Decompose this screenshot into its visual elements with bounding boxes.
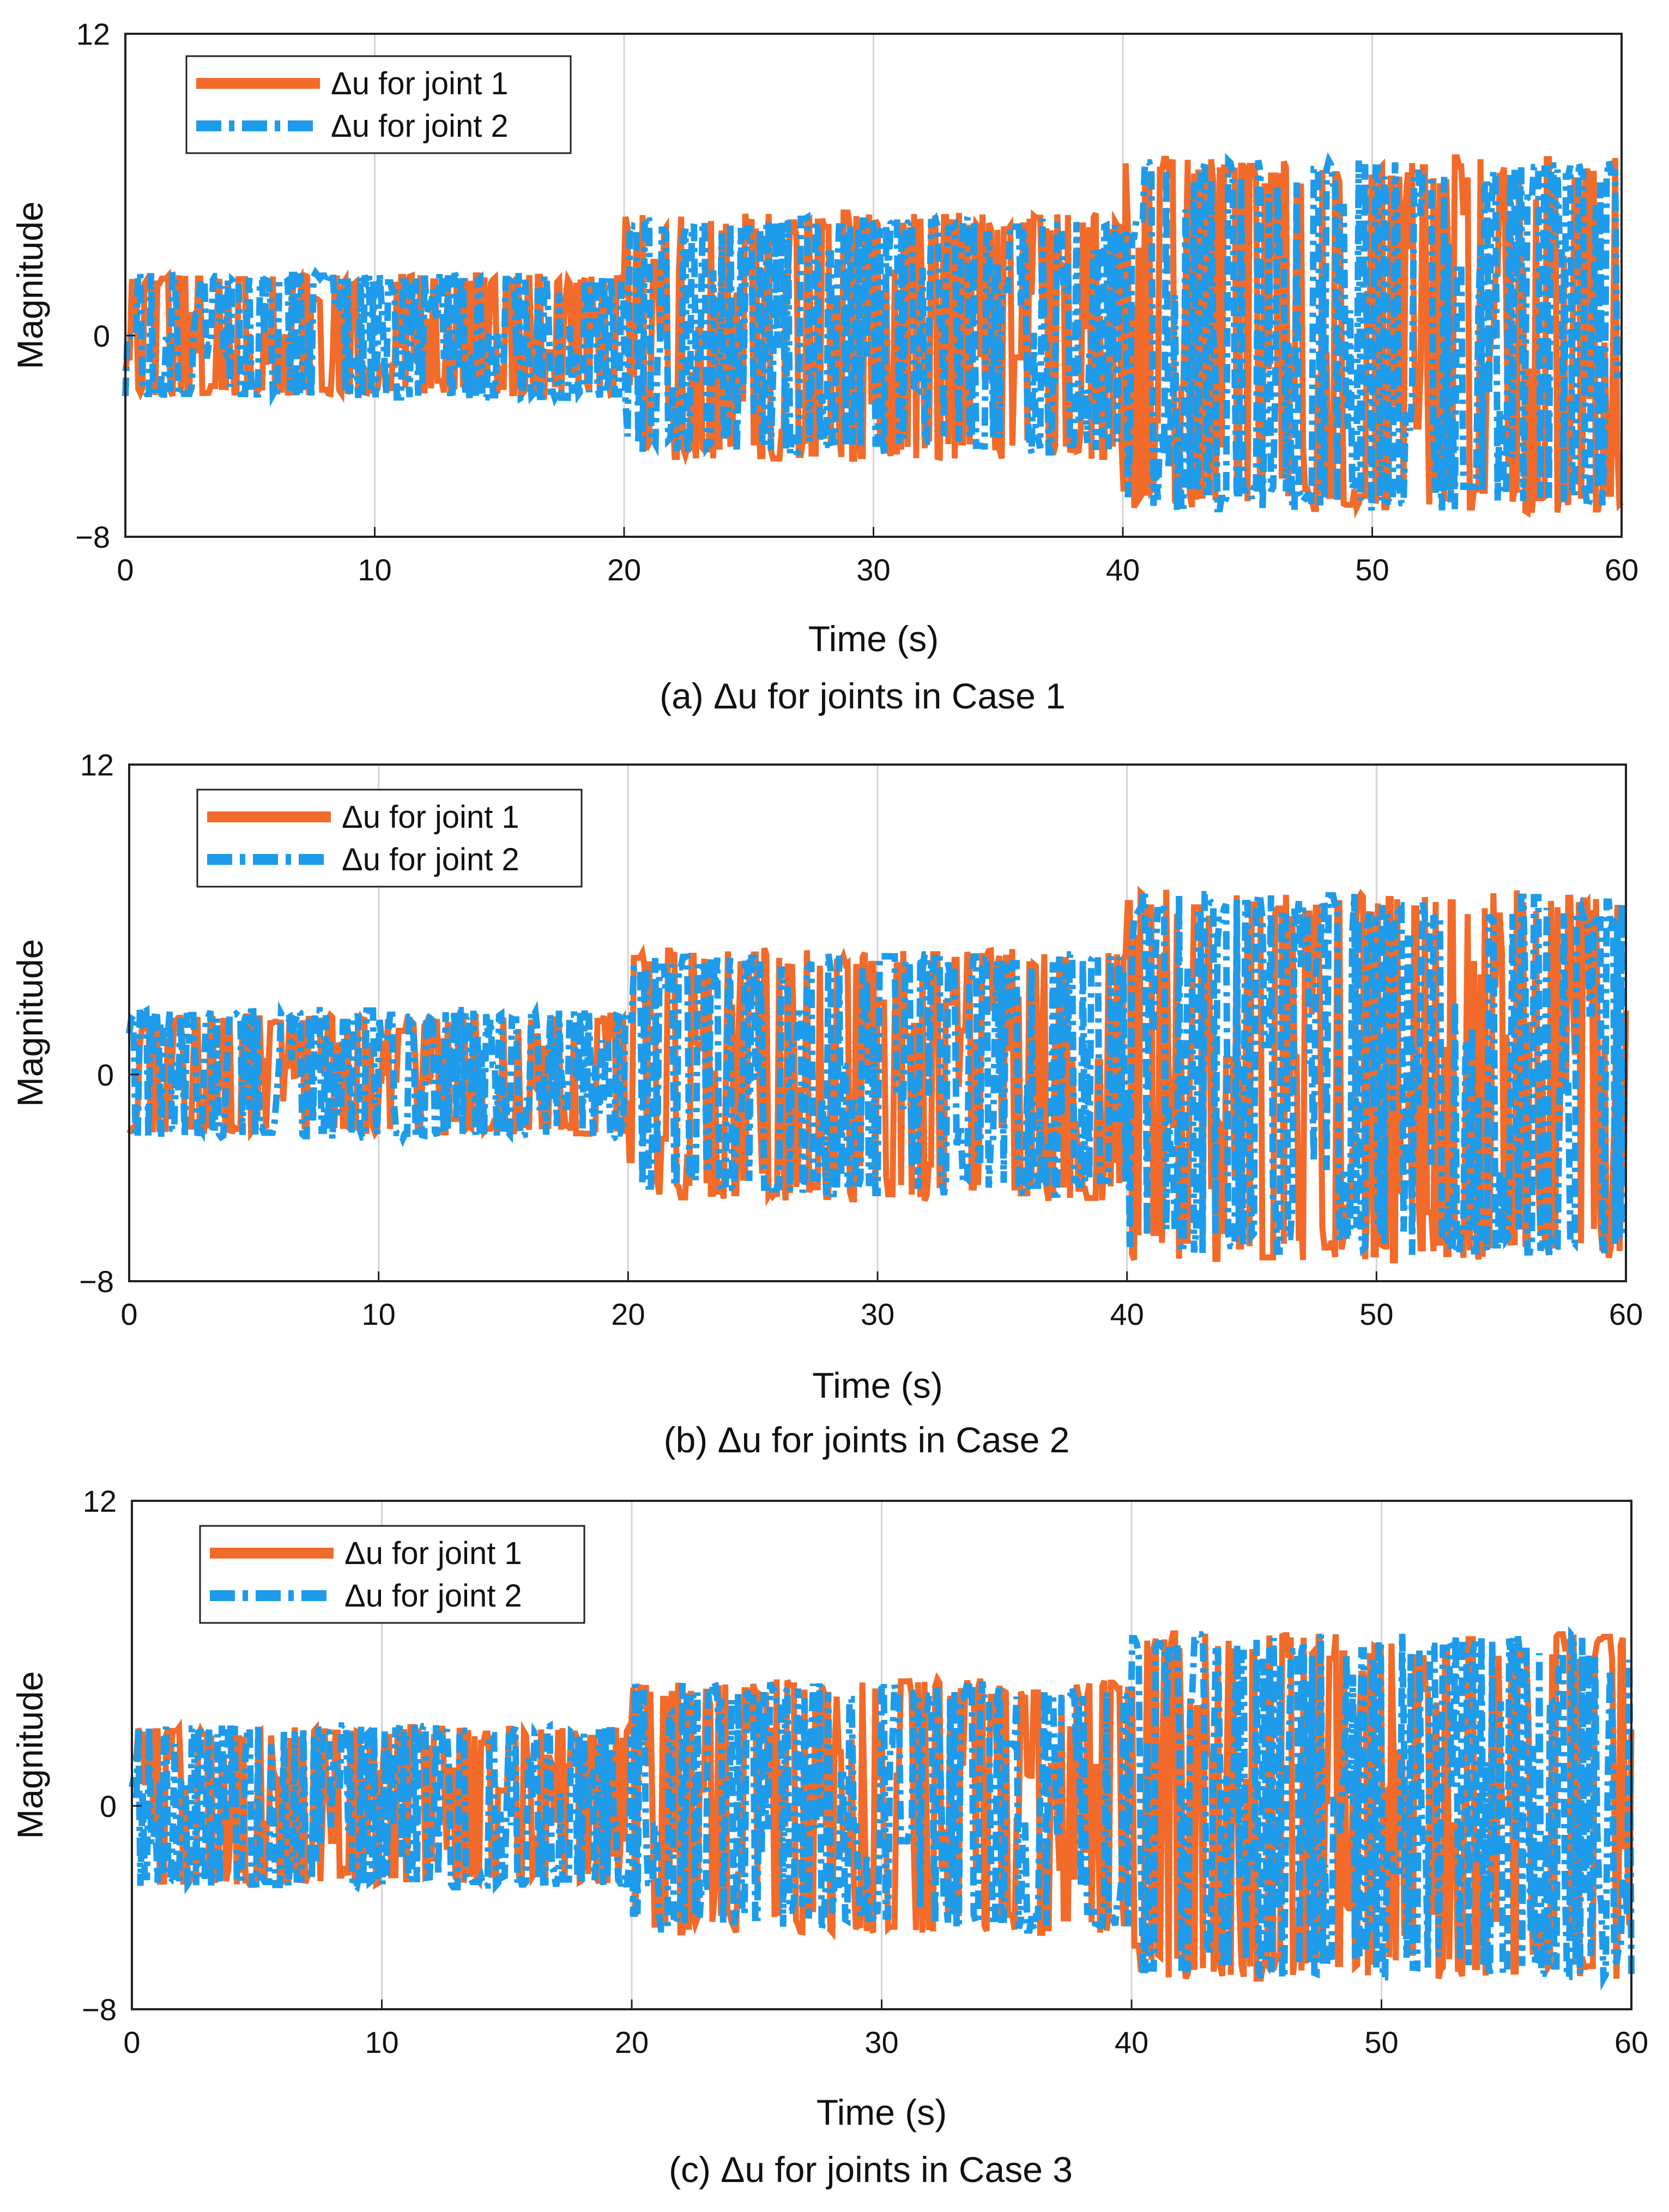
y-tick-label: 0 [97,1058,114,1092]
y-tick-label: −8 [82,1992,117,2027]
x-axis-label: Time (s) [808,619,939,659]
x-tick-label: 40 [1106,553,1140,587]
legend: Δu for joint 1 Δu for joint 2 [196,789,583,888]
y-ticks: 12 0 −8 [82,1484,142,2027]
legend-label-joint-2: Δu for joint 2 [331,108,509,144]
x-tick-label: 40 [1115,2025,1148,2059]
x-tick-label: 30 [856,553,890,587]
x-tick-label: 0 [120,1297,137,1331]
x-ticks: 0 10 20 30 40 50 60 [120,1271,1643,1331]
x-tick-label: 20 [611,1297,645,1331]
y-tick-label: 12 [76,17,110,51]
panel-caption: (b) Δu for joints in Case 2 [664,1420,1070,1460]
panel-caption: (c) Δu for joints in Case 3 [669,2149,1073,2190]
x-ticks: 0 10 20 30 40 50 60 [123,1999,1648,2059]
y-tick-label: −8 [79,1264,114,1299]
x-tick-label: 60 [1605,553,1638,587]
legend-label-joint-1: Δu for joint 1 [331,66,509,101]
x-tick-label: 60 [1614,2025,1648,2059]
x-tick-label: 40 [1110,1297,1144,1331]
x-tick-label: 10 [362,1297,396,1331]
x-tick-label: 60 [1609,1297,1643,1331]
x-tick-label: 20 [607,553,641,587]
y-tick-label: 12 [83,1484,117,1518]
y-tick-label: 0 [93,319,110,353]
chart-panel-a: 0 10 20 30 40 50 60 120−8 Δu for joint 1 Δu fo… [10,17,1638,716]
x-tick-label: 0 [123,2025,140,2059]
y-tick-label: −8 [75,520,110,554]
y-tick-label: 12 [80,748,114,782]
x-ticks: 0 10 20 30 40 50 60 [117,527,1638,587]
x-tick-label: 50 [1359,1297,1393,1331]
x-tick-label: 50 [1355,553,1389,587]
legend-label-joint-1: Δu for joint 1 [344,1536,522,1571]
y-axis-label: Magnitude [10,201,50,369]
series-layer [129,1626,1635,1991]
legend-label-joint-2: Δu for joint 2 [342,842,519,877]
legend: Δu for joint 1 Δu for joint 2 [199,1525,585,1624]
x-tick-label: 30 [864,2025,898,2059]
legend-label-joint-2: Δu for joint 2 [344,1578,522,1614]
legend-box [185,55,572,154]
legend-box [199,1525,585,1624]
x-tick-label: 20 [615,2025,649,2059]
series-line-joint-2 [126,882,1628,1257]
y-tick-label: 0 [100,1789,117,1823]
chart-panel-c: 0 10 20 30 40 50 60 120−8 Δu for joint 1 Δu fo… [10,1484,1648,2190]
y-axis-label: Magnitude [10,939,50,1107]
x-axis-label: Time (s) [812,1365,943,1405]
series-line-joint-2 [129,1626,1635,1991]
series-line-joint-2 [122,152,1622,518]
x-tick-label: 10 [365,2025,398,2059]
series-layer [122,152,1624,519]
legend: Δu for joint 1 Δu for joint 2 [185,55,572,154]
series-layer [126,882,1629,1264]
chart-panel-b: 0 10 20 30 40 50 60 120−8 Δu for joint 1 Δu fo… [10,748,1643,1460]
y-ticks: 12 0 −8 [75,17,135,554]
y-axis-label: Magnitude [10,1671,50,1839]
panel-caption: (a) Δu for joints in Case 1 [660,676,1066,716]
x-tick-label: 30 [861,1297,894,1331]
x-tick-label: 0 [117,553,134,587]
x-axis-label: Time (s) [817,2092,947,2132]
x-tick-label: 10 [358,553,391,587]
legend-box [196,789,583,888]
x-tick-label: 50 [1364,2025,1398,2059]
y-ticks: 12 0 −8 [79,748,139,1299]
legend-label-joint-1: Δu for joint 1 [342,799,519,835]
